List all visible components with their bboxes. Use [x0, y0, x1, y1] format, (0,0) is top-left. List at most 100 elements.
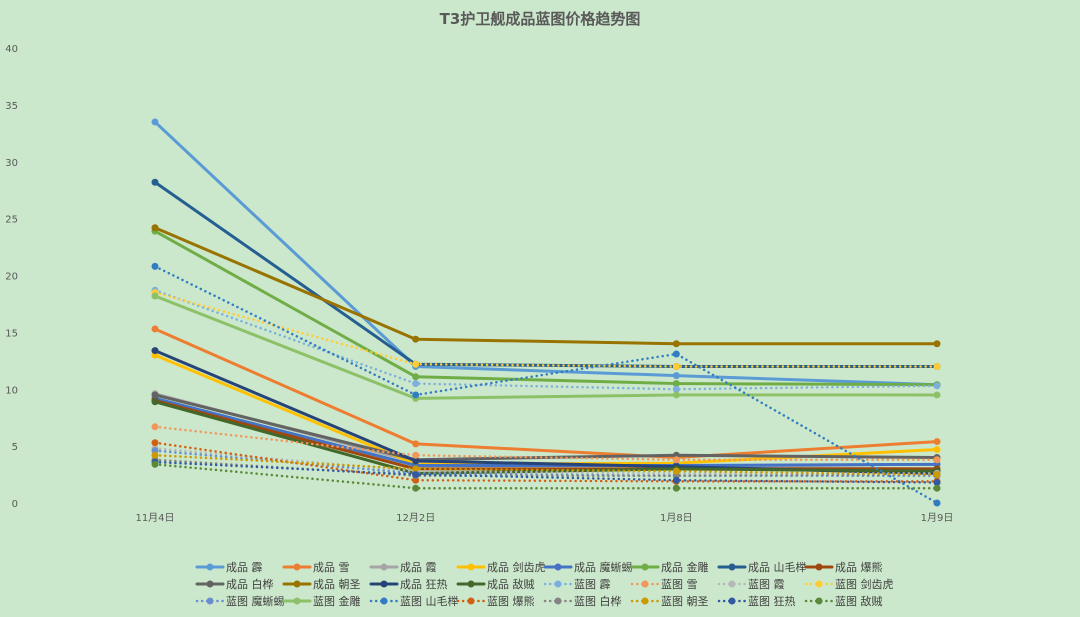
y-tick-label: 20 [5, 272, 18, 283]
legend-label: 蓝图 雪 [661, 578, 698, 591]
data-point [151, 347, 159, 355]
data-point [672, 484, 680, 492]
data-point [151, 451, 159, 459]
data-point [151, 178, 159, 186]
data-point [933, 438, 941, 446]
y-tick-label: 10 [5, 385, 18, 396]
legend-marker [815, 563, 823, 571]
data-point [151, 262, 159, 270]
legend-label: 成品 朝圣 [313, 578, 361, 591]
data-point [151, 439, 159, 447]
x-tick-label: 12月2日 [396, 512, 435, 524]
legend-label: 蓝图 敌贼 [835, 594, 883, 608]
x-tick-label: 1月8日 [660, 512, 693, 524]
series-line [153, 458, 939, 477]
legend-marker [641, 563, 649, 571]
data-point [933, 446, 941, 454]
data-point [412, 465, 420, 473]
data-point [933, 479, 941, 487]
data-point [672, 456, 680, 464]
legend-item: 蓝图 剑齿虎 [804, 577, 894, 591]
legend-item: 蓝图 白桦 [543, 594, 622, 608]
series-line [153, 226, 939, 346]
data-point [412, 373, 420, 381]
legend-label: 蓝图 山毛榉 [400, 594, 459, 608]
series-line [153, 441, 939, 483]
x-tick-label: 1月9日 [921, 512, 954, 524]
y-tick-label: 40 [5, 44, 18, 55]
legend-marker [467, 563, 475, 571]
data-point [933, 391, 941, 399]
legend-marker [293, 563, 301, 571]
data-point [672, 372, 680, 380]
legend-item: 成品 敌贼 [456, 577, 535, 591]
series-line [153, 460, 939, 484]
data-point [933, 471, 941, 479]
legend-label: 蓝图 霞 [748, 578, 785, 591]
legend-marker [815, 580, 823, 588]
data-point [151, 325, 159, 333]
legend-label: 蓝图 白桦 [574, 594, 622, 608]
data-point [933, 382, 941, 390]
data-point [933, 363, 941, 370]
y-tick-label: 0 [12, 499, 18, 510]
data-point [933, 499, 941, 507]
data-point [412, 380, 420, 388]
legend-marker [293, 580, 301, 588]
y-axis: 0 5 10 15 20 25 30 35 40 [5, 44, 18, 510]
legend-marker [380, 563, 388, 571]
legend-label: 成品 霞 [400, 561, 437, 574]
legend-label: 成品 狂热 [400, 578, 448, 591]
legend-marker [380, 580, 388, 588]
legend-item: 成品 魔蜥蜴 [543, 560, 633, 574]
data-point [412, 391, 420, 399]
series-line [153, 120, 939, 387]
legend-label: 蓝图 爆熊 [487, 594, 535, 608]
y-tick-label: 35 [5, 101, 18, 112]
legend-item: 成品 白桦 [195, 577, 274, 591]
series-line [153, 289, 939, 391]
series-line [153, 180, 939, 368]
series [151, 423, 941, 464]
x-axis: 11月4日 12月2日 1月8日 1月9日 [135, 512, 953, 524]
data-point [672, 476, 680, 484]
legend-label: 蓝图 魔蜥蜴 [226, 594, 285, 608]
legend-marker [554, 597, 562, 605]
legend-item: 成品 金雕 [630, 560, 709, 574]
series [151, 439, 941, 485]
legend-label: 蓝图 朝圣 [661, 595, 709, 608]
legend-item: 蓝图 霹 [543, 578, 611, 591]
series [151, 224, 941, 348]
legend-label: 蓝图 金雕 [313, 594, 361, 608]
data-point [672, 340, 680, 348]
data-point [412, 451, 420, 459]
legend-label: 成品 山毛榉 [748, 560, 807, 574]
series-line [153, 327, 939, 459]
legend-item: 蓝图 霞 [717, 578, 785, 591]
y-tick-label: 15 [5, 328, 18, 339]
legend-label: 成品 雪 [313, 561, 350, 574]
data-point [151, 224, 159, 232]
chart-title: T3护卫舰成品蓝图价格趋势图 [440, 10, 641, 28]
legend-marker [554, 563, 562, 571]
series-line [153, 265, 939, 505]
data-point [412, 457, 420, 465]
data-point [151, 460, 159, 468]
series [151, 289, 941, 370]
data-point [672, 363, 680, 370]
legend-marker [641, 580, 649, 588]
data-point [412, 360, 420, 368]
legend-item: 成品 狂热 [369, 578, 448, 591]
legend-marker [293, 597, 301, 605]
legend-label: 成品 霹 [226, 561, 263, 574]
legend-item: 蓝图 雪 [630, 578, 698, 591]
series [151, 451, 941, 479]
data-point [151, 391, 159, 399]
series [151, 286, 941, 393]
legend-item: 蓝图 敌贼 [804, 594, 883, 608]
legend-item: 成品 山毛榉 [717, 560, 807, 574]
data-point [933, 340, 941, 348]
legend: 成品 霹 成品 雪 成品 霞 成品 剑齿虎 成品 魔蜥蜴 成品 金雕 成品 山毛榉 成品 爆熊… [195, 560, 894, 608]
series-line [153, 291, 939, 368]
